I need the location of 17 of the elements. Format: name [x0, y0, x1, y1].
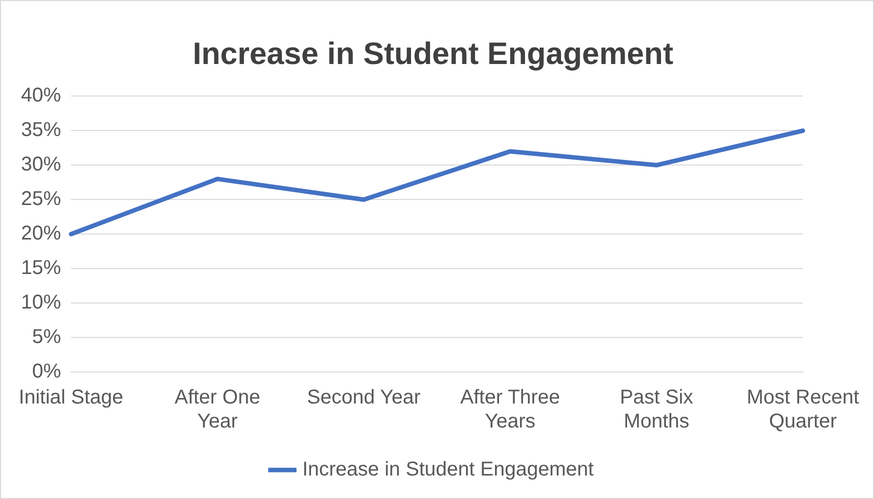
y-tick-label: 5%	[32, 326, 62, 348]
x-tick-label: Past Six Months	[620, 386, 694, 433]
y-tick-label: 15%	[21, 257, 62, 280]
y-tick-label: 0%	[32, 360, 62, 383]
y-tick-label: 35%	[21, 119, 62, 142]
x-tick-label: Second Year	[307, 386, 421, 409]
y-tick-label: 30%	[21, 154, 62, 176]
x-tick-label: Most Recent Quarter	[746, 386, 860, 433]
y-tick-label: 40%	[21, 84, 62, 107]
chart-title: Increase in Student Engagement	[192, 36, 674, 72]
x-tick-label: After Three Years	[460, 386, 560, 433]
y-tick-label: 25%	[21, 188, 62, 210]
x-tick-label: Initial Stage	[18, 386, 124, 409]
y-tick-label: 10%	[21, 292, 62, 314]
y-tick-label: 20%	[21, 222, 62, 245]
legend-label: Increase in Student Engagement	[302, 458, 594, 481]
x-tick-label: After One Year	[174, 386, 260, 433]
